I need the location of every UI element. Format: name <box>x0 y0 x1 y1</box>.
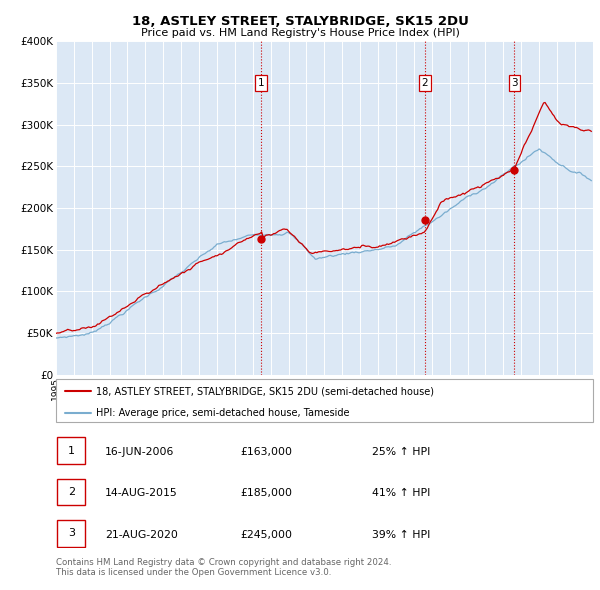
Text: 25% ↑ HPI: 25% ↑ HPI <box>372 447 430 457</box>
Text: £185,000: £185,000 <box>240 489 292 498</box>
Text: 14-AUG-2015: 14-AUG-2015 <box>105 489 178 498</box>
Text: £163,000: £163,000 <box>240 447 292 457</box>
Text: Price paid vs. HM Land Registry's House Price Index (HPI): Price paid vs. HM Land Registry's House … <box>140 28 460 38</box>
Text: 1: 1 <box>68 446 75 455</box>
Text: 16-JUN-2006: 16-JUN-2006 <box>105 447 175 457</box>
Text: HPI: Average price, semi-detached house, Tameside: HPI: Average price, semi-detached house,… <box>96 408 350 418</box>
Text: 18, ASTLEY STREET, STALYBRIDGE, SK15 2DU (semi-detached house): 18, ASTLEY STREET, STALYBRIDGE, SK15 2DU… <box>96 386 434 396</box>
Text: 3: 3 <box>511 78 518 88</box>
Text: £245,000: £245,000 <box>240 530 292 539</box>
Text: Contains HM Land Registry data © Crown copyright and database right 2024.
This d: Contains HM Land Registry data © Crown c… <box>56 558 391 577</box>
Text: 41% ↑ HPI: 41% ↑ HPI <box>372 489 430 498</box>
Text: 18, ASTLEY STREET, STALYBRIDGE, SK15 2DU: 18, ASTLEY STREET, STALYBRIDGE, SK15 2DU <box>131 15 469 28</box>
Text: 3: 3 <box>68 529 75 538</box>
Text: 2: 2 <box>422 78 428 88</box>
Text: 2: 2 <box>68 487 75 497</box>
Text: 39% ↑ HPI: 39% ↑ HPI <box>372 530 430 539</box>
Text: 1: 1 <box>257 78 264 88</box>
Text: 21-AUG-2020: 21-AUG-2020 <box>105 530 178 539</box>
